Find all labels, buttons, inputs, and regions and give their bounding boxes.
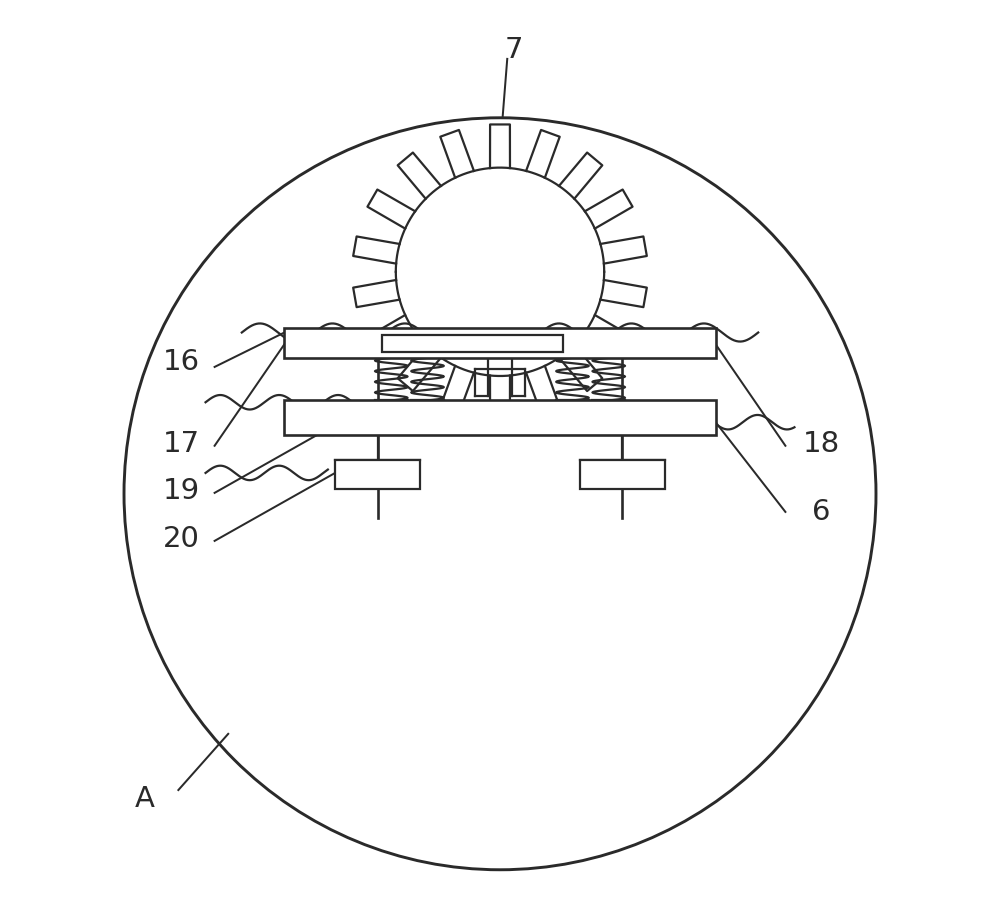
Text: 16: 16 (163, 349, 200, 376)
Text: 19: 19 (163, 477, 200, 505)
Bar (580, 460, 665, 489)
Bar (284, 328, 716, 358)
Bar (284, 400, 716, 435)
Bar (335, 460, 420, 489)
Text: 20: 20 (163, 525, 200, 553)
Text: 17: 17 (163, 430, 200, 458)
Text: 6: 6 (812, 498, 831, 525)
Text: 18: 18 (803, 430, 840, 458)
Text: 7: 7 (504, 36, 523, 63)
Text: A: A (135, 786, 155, 813)
Bar (382, 335, 563, 352)
